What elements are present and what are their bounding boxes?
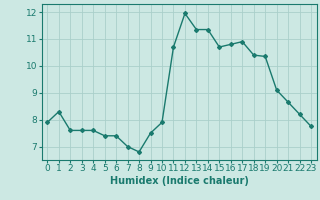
X-axis label: Humidex (Indice chaleur): Humidex (Indice chaleur) <box>110 176 249 186</box>
